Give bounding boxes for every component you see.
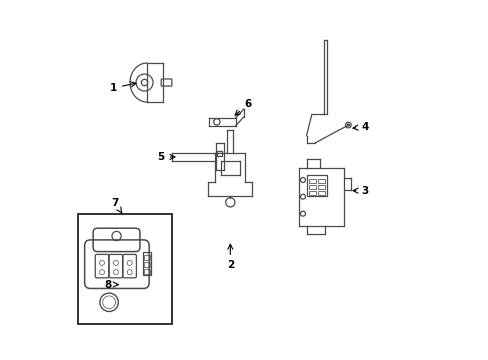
Text: 3: 3 <box>352 186 368 195</box>
Bar <box>308 179 315 183</box>
Bar <box>217 150 222 156</box>
Bar <box>318 192 325 195</box>
Circle shape <box>346 124 349 126</box>
Text: 1: 1 <box>109 82 136 93</box>
Bar <box>318 185 325 189</box>
Text: 8: 8 <box>104 280 118 289</box>
Bar <box>143 252 150 275</box>
Bar <box>318 179 325 183</box>
Bar <box>144 256 149 260</box>
Text: 7: 7 <box>111 198 122 213</box>
Text: 4: 4 <box>352 122 368 132</box>
Text: 2: 2 <box>226 244 233 270</box>
Bar <box>308 192 315 195</box>
Bar <box>78 214 171 324</box>
Bar <box>306 175 326 196</box>
Bar <box>308 185 315 189</box>
Bar <box>144 262 149 267</box>
Text: 5: 5 <box>157 152 175 162</box>
Text: 6: 6 <box>235 99 251 115</box>
Bar <box>144 269 149 274</box>
